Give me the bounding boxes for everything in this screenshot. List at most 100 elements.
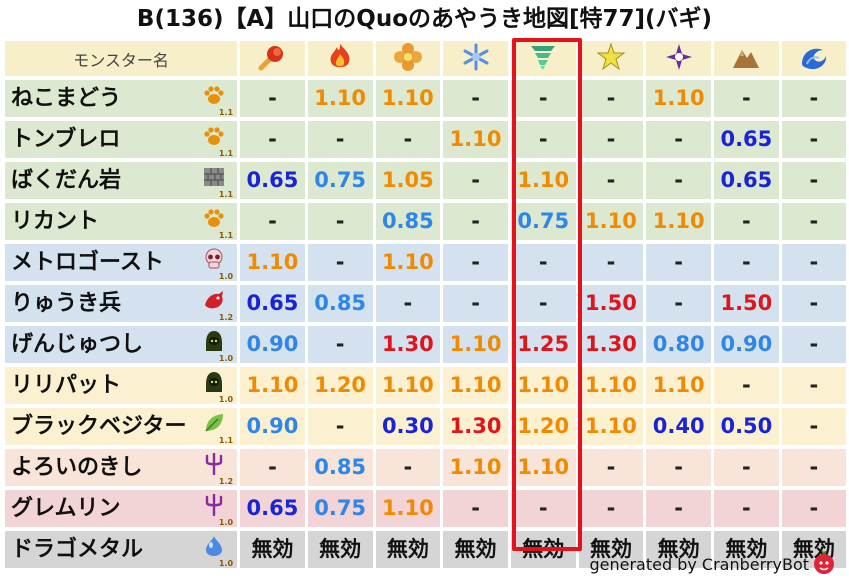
resistance-table: モンスター名 ねこまどう 1.1-1.10 1.10- - -1.10- - トンブレロ 1.… bbox=[2, 37, 849, 572]
resistance-value: - bbox=[646, 244, 712, 281]
resistance-value: 1.25 bbox=[510, 326, 576, 363]
resistance-value: - bbox=[240, 203, 305, 240]
fire-ball-column-header bbox=[240, 41, 305, 76]
monster-name-cell: メトロゴースト 1.0 bbox=[5, 244, 238, 281]
monster-level: 1.2 bbox=[218, 313, 234, 322]
monster-row: ブラックベジター 1.1 0.90-0.30 1.30 1.20 1.10 0.40 0.50… bbox=[5, 408, 846, 445]
monster-name: ばくだん岩 bbox=[11, 168, 122, 193]
footer-credit: generated by CranberryBot bbox=[589, 555, 809, 574]
fire-ball-icon bbox=[257, 45, 287, 76]
monster-level: 1.1 bbox=[218, 190, 234, 199]
resistance-value: 1.10 bbox=[443, 121, 508, 158]
resistance-value: - bbox=[781, 203, 846, 240]
resistance-value: 1.10 bbox=[510, 449, 576, 486]
resistance-value: 1.10 bbox=[375, 490, 441, 527]
resistance-value: - bbox=[307, 203, 373, 240]
resistance-value: - bbox=[781, 408, 846, 445]
explosion-flower-icon bbox=[393, 42, 423, 76]
resistance-value: 0.65 bbox=[240, 285, 305, 322]
resistance-value: 1.10 bbox=[510, 162, 576, 199]
resistance-value: - bbox=[781, 121, 846, 158]
resistance-value: 0.40 bbox=[646, 408, 712, 445]
resistance-value: - bbox=[578, 121, 644, 158]
resistance-value: 1.10 bbox=[646, 203, 712, 240]
page-title: B(136)【A】山口のQuoのあやうき地図[特77](バギ) bbox=[136, 6, 713, 32]
resistance-value: 無効 bbox=[646, 531, 712, 568]
resistance-value: - bbox=[714, 367, 779, 404]
resistance-value: 1.30 bbox=[375, 326, 441, 363]
dragon-icon bbox=[203, 289, 225, 311]
monster-level: 1.1 bbox=[218, 108, 234, 117]
resistance-value: - bbox=[714, 80, 779, 117]
resistance-value: 0.80 bbox=[646, 326, 712, 363]
resistance-value: - bbox=[307, 408, 373, 445]
resistance-value: 0.75 bbox=[307, 162, 373, 199]
monster-row: ばくだん岩 1.1 0.65 0.75 1.05-1.10- -0.65- bbox=[5, 162, 846, 199]
resistance-value: - bbox=[781, 326, 846, 363]
resistance-value: - bbox=[578, 449, 644, 486]
resistance-value: - bbox=[443, 203, 508, 240]
rock-mountain-column-header bbox=[714, 41, 779, 76]
resistance-value: - bbox=[578, 80, 644, 117]
resistance-value: 1.20 bbox=[307, 367, 373, 404]
monster-name: リカント bbox=[11, 209, 100, 234]
resistance-value: 1.30 bbox=[443, 408, 508, 445]
monster-level: 1.2 bbox=[218, 477, 234, 486]
resistance-value: 0.90 bbox=[240, 408, 305, 445]
resistance-value: - bbox=[510, 80, 576, 117]
resistance-value: 0.30 bbox=[375, 408, 441, 445]
resistance-value: 無効 bbox=[307, 531, 373, 568]
snowflake-column-header bbox=[443, 41, 508, 76]
resistance-value: 無効 bbox=[510, 531, 576, 568]
resistance-value: 1.10 bbox=[646, 80, 712, 117]
resistance-value: 0.65 bbox=[240, 490, 305, 527]
monster-name: ねこまどう bbox=[11, 86, 122, 111]
monster-name: よろいのきし bbox=[11, 455, 143, 480]
resistance-value: - bbox=[781, 244, 846, 281]
resistance-value: - bbox=[307, 326, 373, 363]
monster-row: ドラゴメタル 1.0 無効 無効 無効 無効 無効 無効 無効 無効 無効 bbox=[5, 531, 846, 568]
resistance-value: - bbox=[443, 162, 508, 199]
monster-level: 1.0 bbox=[218, 559, 234, 568]
resistance-value: 0.75 bbox=[510, 203, 576, 240]
monster-name-cell: リリパット 1.0 bbox=[5, 367, 238, 404]
resistance-value: - bbox=[781, 490, 846, 527]
resistance-value: 1.20 bbox=[510, 408, 576, 445]
lightning-star-icon bbox=[596, 41, 626, 76]
monster-level: 1.0 bbox=[218, 354, 234, 363]
monster-level: 1.0 bbox=[218, 272, 234, 281]
resistance-value: 1.30 bbox=[578, 326, 644, 363]
paw-icon bbox=[203, 84, 225, 106]
paw-icon bbox=[203, 125, 225, 147]
monster-name: リリパット bbox=[11, 373, 122, 398]
explosion-flower-column-header bbox=[375, 41, 441, 76]
resistance-value: 1.10 bbox=[578, 367, 644, 404]
resistance-value: - bbox=[714, 490, 779, 527]
resistance-value: - bbox=[578, 162, 644, 199]
resistance-value: - bbox=[646, 121, 712, 158]
resistance-value: - bbox=[510, 244, 576, 281]
brick-icon bbox=[203, 166, 225, 188]
leaf-icon bbox=[203, 412, 225, 434]
tornado-column-header bbox=[510, 41, 576, 76]
resistance-value: 1.10 bbox=[443, 326, 508, 363]
resistance-value: 0.85 bbox=[307, 449, 373, 486]
monster-row: メトロゴースト 1.0 1.10-1.10- - - - - - bbox=[5, 244, 846, 281]
resistance-value: - bbox=[510, 490, 576, 527]
resistance-value: - bbox=[781, 80, 846, 117]
resistance-value: - bbox=[443, 80, 508, 117]
resistance-value: 1.50 bbox=[714, 285, 779, 322]
resistance-value: - bbox=[375, 285, 441, 322]
monster-row: トンブレロ 1.1- - -1.10- - -0.65- bbox=[5, 121, 846, 158]
resistance-value: - bbox=[578, 490, 644, 527]
monster-name: グレムリン bbox=[11, 496, 121, 521]
monster-name-cell: ブラックベジター 1.1 bbox=[5, 408, 238, 445]
snowflake-icon bbox=[461, 43, 491, 76]
dark-shuriken-column-header bbox=[646, 41, 712, 76]
resistance-value: 無効 bbox=[240, 531, 305, 568]
monster-row: リリパット 1.0 1.10 1.20 1.10 1.10 1.10 1.10 1.10- - bbox=[5, 367, 846, 404]
resistance-value: 1.10 bbox=[578, 408, 644, 445]
monster-name: トンブレロ bbox=[11, 127, 121, 152]
monster-row: よろいのきし 1.2-0.85-1.10 1.10- - - - bbox=[5, 449, 846, 486]
resistance-value: - bbox=[781, 367, 846, 404]
